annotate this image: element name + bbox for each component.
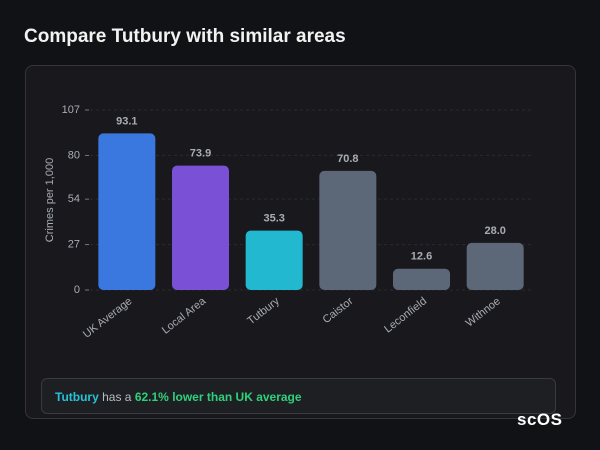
note-area: Tutbury bbox=[55, 390, 99, 404]
bar bbox=[319, 170, 377, 290]
x-tick-label: Tutbury bbox=[245, 295, 282, 327]
y-tick-label: 0 bbox=[74, 284, 80, 296]
logo: scOS bbox=[517, 410, 563, 429]
value-label: 70.8 bbox=[337, 153, 358, 165]
bar bbox=[245, 230, 303, 290]
value-label: 73.9 bbox=[190, 148, 211, 160]
y-tick-label: 107 bbox=[62, 104, 80, 116]
x-tick-label: Local Area bbox=[160, 295, 209, 337]
value-label: 28.0 bbox=[484, 225, 505, 237]
value-label: 93.1 bbox=[116, 115, 137, 127]
bar bbox=[172, 165, 229, 290]
y-tick-label: 54 bbox=[68, 193, 80, 205]
y-axis-label: Crimes per 1,000 bbox=[44, 158, 56, 242]
note-highlight: 62.1% lower than UK average bbox=[134, 390, 302, 404]
note-text: has a bbox=[102, 390, 132, 404]
note: Tutbury has a 62.1% lower than UK averag… bbox=[41, 378, 556, 414]
y-tick-label: 27 bbox=[68, 238, 80, 250]
value-label: 35.3 bbox=[263, 213, 284, 225]
bar bbox=[98, 133, 156, 290]
title: Compare Tutbury with similar areas bbox=[24, 26, 346, 47]
x-tick-label: UK Average bbox=[81, 295, 134, 340]
x-tick-label: Withnoe bbox=[464, 295, 503, 329]
y-tick-label: 80 bbox=[68, 149, 80, 161]
x-tick-label: Caistor bbox=[321, 295, 356, 326]
value-label: 12.6 bbox=[411, 251, 432, 263]
x-tick-label: Leconfield bbox=[382, 295, 429, 335]
bar bbox=[466, 242, 524, 290]
bar bbox=[393, 268, 450, 290]
